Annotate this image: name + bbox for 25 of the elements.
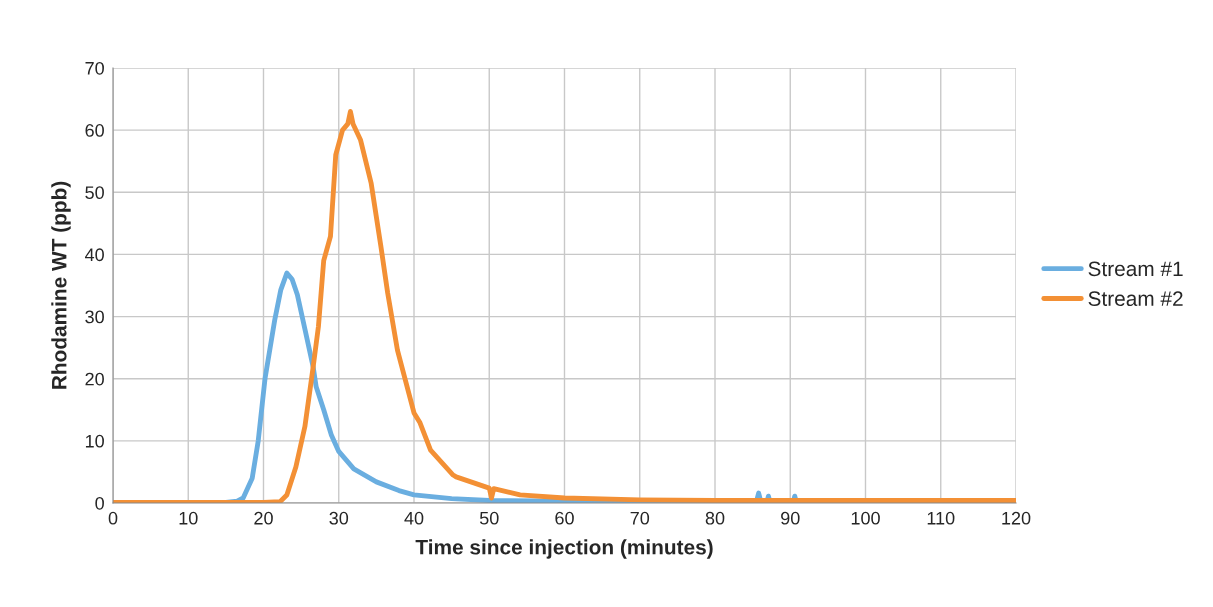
y-tick-label: 30 xyxy=(85,310,104,324)
y-tick-label: 40 xyxy=(85,248,104,262)
y-tick-label: 70 xyxy=(85,61,104,75)
x-tick-label: 90 xyxy=(781,511,800,525)
x-tick-label: 40 xyxy=(404,511,424,525)
x-tick-label: 30 xyxy=(329,511,349,525)
x-tick-label: 110 xyxy=(927,511,955,525)
y-tick-label: 20 xyxy=(85,372,104,386)
legend-label: Stream #2 xyxy=(1088,291,1183,307)
y-axis-title: Rhodamine WT (ppb) xyxy=(51,181,71,389)
x-tick-label: 120 xyxy=(1002,511,1031,525)
legend-label: Stream #1 xyxy=(1088,261,1183,277)
x-tick-label: 60 xyxy=(555,511,574,525)
y-tick-label: 60 xyxy=(85,124,104,137)
x-tick-label: 0 xyxy=(108,511,118,525)
x-tick-label: 80 xyxy=(705,511,725,525)
y-tick-label: 0 xyxy=(95,496,104,510)
x-tick-label: 100 xyxy=(851,511,880,525)
x-axis-title: Time since injection (minutes) xyxy=(415,539,713,559)
y-tick-label: 50 xyxy=(85,186,104,200)
x-tick-label: 50 xyxy=(479,511,499,525)
x-tick-label: 70 xyxy=(630,511,650,525)
x-tick-label: 10 xyxy=(179,511,198,525)
y-tick-label: 10 xyxy=(85,434,104,448)
x-tick-label: 20 xyxy=(254,511,273,525)
